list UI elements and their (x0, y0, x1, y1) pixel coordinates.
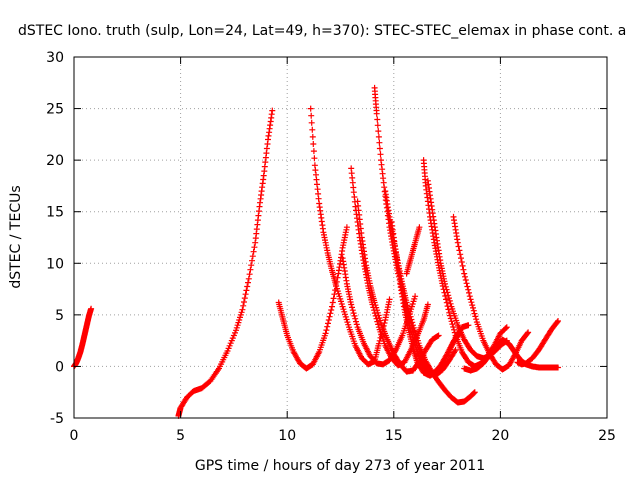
y-tick-label: 30 (46, 50, 64, 66)
x-tick-label: 0 (70, 428, 79, 444)
plot-frame (73, 56, 608, 419)
x-tick-label: 15 (385, 428, 403, 444)
x-tick-label: 25 (598, 428, 616, 444)
y-tick-label: 10 (46, 256, 64, 272)
y-axis-title: dSTEC / TECUs (8, 185, 24, 288)
series-track (275, 224, 350, 372)
plus-markers (275, 224, 350, 372)
x-axis-title: GPS time / hours of day 273 of year 2011 (195, 458, 485, 474)
grid-lines (74, 57, 607, 418)
y-tick-label: 0 (55, 359, 64, 375)
plus-markers (403, 224, 423, 277)
axis-ticks: 0 5 10 15 20 25 -5 0 5 10 15 20 25 30 (46, 50, 616, 444)
x-tick-label: 10 (278, 428, 296, 444)
y-tick-label: 15 (46, 205, 64, 221)
data-points (71, 84, 561, 419)
series-track (175, 107, 276, 419)
plus-markers (514, 318, 561, 368)
chart-title: dSTEC Iono. truth (sulp, Lon=24, Lat=49,… (18, 23, 626, 39)
plus-markers (175, 107, 276, 419)
series-track (514, 318, 561, 368)
series-track (403, 224, 423, 277)
x-tick-label: 20 (491, 428, 509, 444)
y-tick-label: -5 (50, 411, 64, 427)
series-track (450, 213, 532, 373)
plus-markers (450, 213, 532, 373)
y-tick-label: 20 (46, 153, 64, 169)
y-tick-label: 5 (55, 308, 64, 324)
x-tick-label: 5 (176, 428, 185, 444)
y-tick-label: 25 (46, 102, 64, 118)
